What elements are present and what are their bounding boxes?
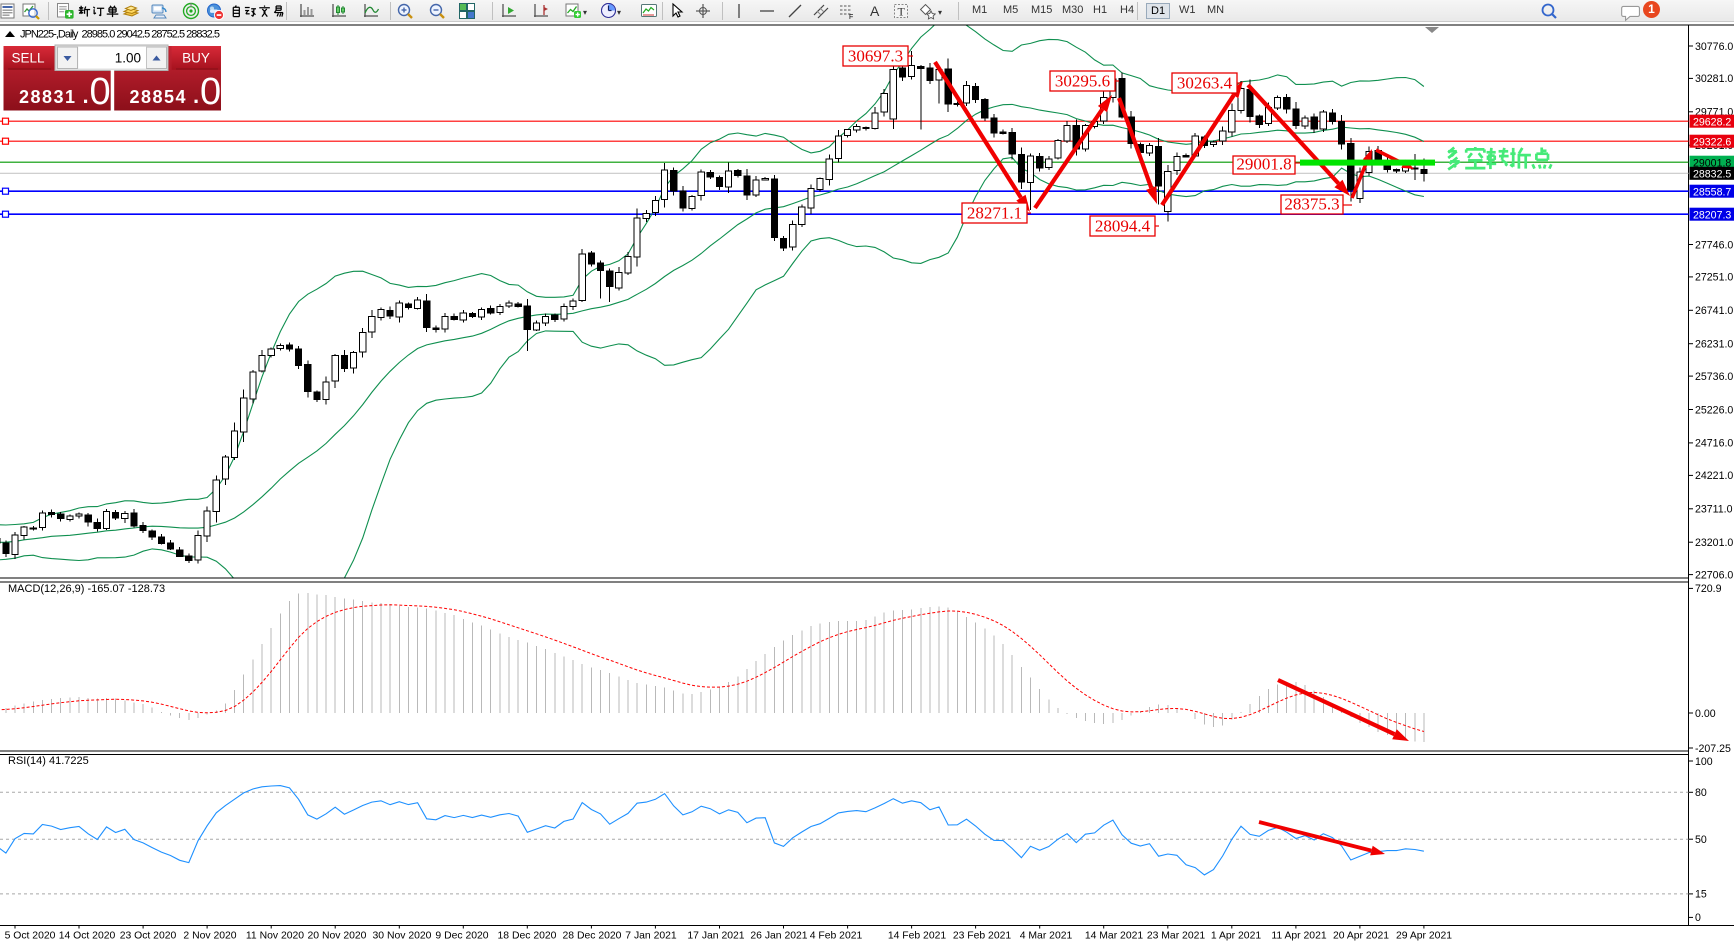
svg-text:-207.25: -207.25: [1695, 743, 1731, 755]
svg-text:27251.0: 27251.0: [1695, 272, 1733, 284]
svg-text:1 Apr 2021: 1 Apr 2021: [1211, 931, 1261, 942]
svg-text:0: 0: [200, 71, 221, 113]
svg-text:23 Feb 2021: 23 Feb 2021: [953, 931, 1012, 942]
svg-text:23201.0: 23201.0: [1695, 537, 1733, 549]
svg-text:30697.3: 30697.3: [848, 47, 903, 66]
svg-text:15: 15: [1695, 889, 1707, 901]
svg-text:5 Oct 2020: 5 Oct 2020: [5, 931, 56, 942]
svg-text:14 Oct 2020: 14 Oct 2020: [59, 931, 116, 942]
svg-text:22706.0: 22706.0: [1695, 569, 1733, 581]
svg-text:100: 100: [1695, 756, 1713, 768]
svg-text:.: .: [193, 83, 199, 108]
svg-text:JPN225-,Daily 28985.0 29042.5: JPN225-,Daily 28985.0 29042.5 28752.5 28…: [20, 29, 220, 41]
svg-text:11 Apr 2021: 11 Apr 2021: [1271, 931, 1326, 942]
svg-text:RSI(14) 41.7225: RSI(14) 41.7225: [8, 755, 89, 767]
svg-text:20 Nov 2020: 20 Nov 2020: [308, 931, 367, 942]
svg-text:4 Mar 2021: 4 Mar 2021: [1020, 931, 1073, 942]
svg-text:28854: 28854: [130, 87, 188, 107]
svg-text:28207.3: 28207.3: [1693, 209, 1731, 221]
svg-text:28832.5: 28832.5: [1693, 169, 1731, 181]
svg-text:30 Nov 2020: 30 Nov 2020: [373, 931, 432, 942]
svg-text:28558.7: 28558.7: [1693, 186, 1731, 198]
svg-text:0: 0: [1695, 912, 1701, 924]
svg-text:29628.2: 29628.2: [1693, 116, 1731, 128]
svg-text:23 Oct 2020: 23 Oct 2020: [120, 931, 177, 942]
svg-text:T: T: [898, 5, 906, 19]
svg-text:80: 80: [1695, 787, 1707, 799]
svg-text:28 Dec 2020: 28 Dec 2020: [563, 931, 622, 942]
svg-text:27746.0: 27746.0: [1695, 239, 1733, 251]
svg-text:BUY: BUY: [182, 51, 210, 66]
svg-text:.: .: [83, 83, 89, 108]
svg-text:2 Nov 2020: 2 Nov 2020: [183, 931, 236, 942]
svg-text:30281.0: 30281.0: [1695, 73, 1733, 85]
svg-text:0.00: 0.00: [1695, 708, 1716, 720]
svg-text:17 Jan 2021: 17 Jan 2021: [687, 931, 744, 942]
svg-text:29322.6: 29322.6: [1693, 136, 1731, 148]
svg-text:24221.0: 24221.0: [1695, 470, 1733, 482]
svg-text:28831: 28831: [19, 87, 77, 107]
svg-text:1.00: 1.00: [115, 51, 141, 66]
svg-text:23711.0: 23711.0: [1695, 504, 1733, 516]
svg-text:4 Feb 2021: 4 Feb 2021: [810, 931, 863, 942]
svg-text:26 Jan 2021: 26 Jan 2021: [750, 931, 807, 942]
svg-text:0: 0: [90, 71, 111, 113]
svg-text:25226.0: 25226.0: [1695, 404, 1733, 416]
svg-text:50: 50: [1695, 834, 1707, 846]
svg-text:25736.0: 25736.0: [1695, 371, 1733, 383]
svg-text:20 Apr 2021: 20 Apr 2021: [1333, 931, 1389, 942]
svg-text:11 Nov 2020: 11 Nov 2020: [246, 931, 304, 942]
svg-text:A: A: [870, 3, 880, 19]
svg-text:28271.1: 28271.1: [967, 204, 1022, 223]
svg-text:29001.8: 29001.8: [1693, 157, 1731, 169]
svg-text:26231.0: 26231.0: [1695, 339, 1733, 351]
svg-text:9 Dec 2020: 9 Dec 2020: [435, 931, 488, 942]
svg-text:18 Dec 2020: 18 Dec 2020: [498, 931, 557, 942]
svg-text:26741.0: 26741.0: [1695, 305, 1733, 317]
svg-text:SELL: SELL: [11, 51, 45, 66]
svg-text:F: F: [849, 14, 853, 20]
svg-text:24716.0: 24716.0: [1695, 438, 1733, 450]
svg-text:14 Mar 2021: 14 Mar 2021: [1085, 931, 1144, 942]
svg-text:28375.3: 28375.3: [1284, 195, 1339, 214]
svg-text:14 Feb 2021: 14 Feb 2021: [888, 931, 947, 942]
svg-text:23 Mar 2021: 23 Mar 2021: [1147, 931, 1206, 942]
svg-text:29 Apr 2021: 29 Apr 2021: [1396, 931, 1452, 942]
svg-text:30263.4: 30263.4: [1177, 74, 1233, 93]
svg-text:MACD(12,26,9) -165.07 -128.73: MACD(12,26,9) -165.07 -128.73: [8, 583, 165, 595]
svg-text:30295.6: 30295.6: [1055, 72, 1110, 91]
svg-text:30776.0: 30776.0: [1695, 41, 1733, 53]
svg-text:720.9: 720.9: [1695, 583, 1722, 595]
svg-text:29001.8: 29001.8: [1236, 155, 1291, 174]
svg-text:28094.4: 28094.4: [1095, 217, 1151, 236]
svg-text:7 Jan 2021: 7 Jan 2021: [625, 931, 677, 942]
